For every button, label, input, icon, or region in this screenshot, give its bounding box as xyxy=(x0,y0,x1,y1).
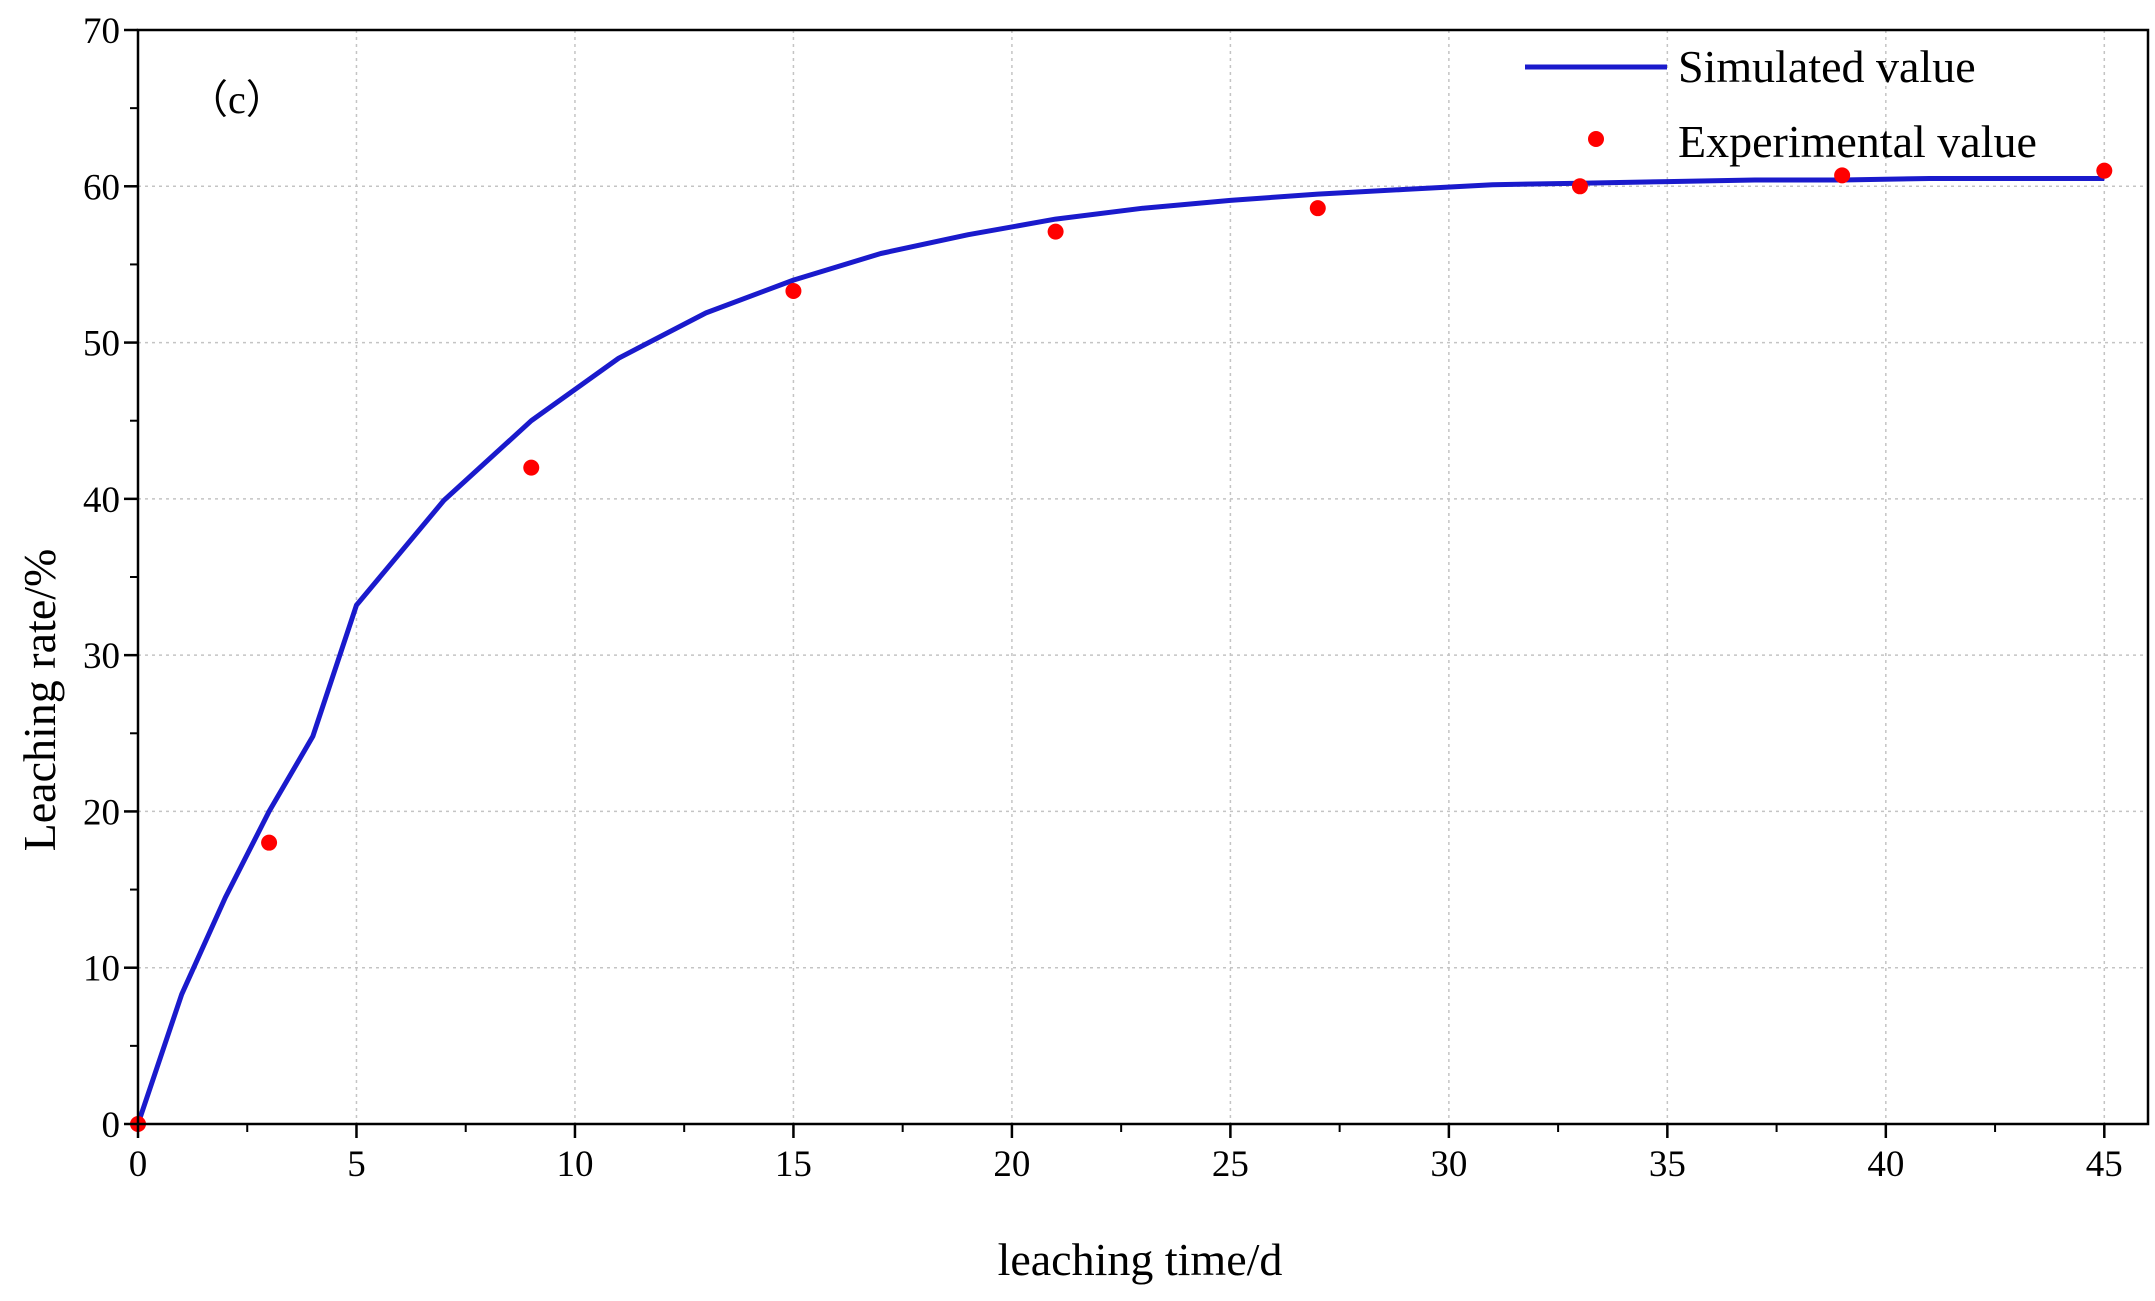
simulated-value-line xyxy=(135,176,2105,1125)
x-tick-label: 45 xyxy=(2086,1144,2123,1185)
y-tick-label: 20 xyxy=(83,792,120,833)
x-tick-label: 40 xyxy=(1867,1144,1904,1185)
experimental-value-point xyxy=(1309,200,1326,217)
legend: Simulated value Experimental value xyxy=(1525,41,2037,167)
plot-frame xyxy=(136,28,2150,1126)
experimental-value-point xyxy=(785,282,802,299)
y-tick-label: 40 xyxy=(83,480,120,521)
y-tick-label: 30 xyxy=(83,636,120,677)
y-axis-title: Leaching rate/% xyxy=(14,549,65,852)
legend-label-simulated: Simulated value xyxy=(1678,41,1976,92)
legend-dot-swatch xyxy=(1588,131,1604,147)
y-tick-label: 60 xyxy=(83,167,120,208)
x-tick-label: 0 xyxy=(129,1144,148,1185)
x-tick-label: 5 xyxy=(347,1144,366,1185)
experimental-value-point xyxy=(1571,178,1588,195)
x-tick-label: 35 xyxy=(1649,1144,1686,1185)
x-axis-title: leaching time/d xyxy=(998,1234,1283,1285)
experimental-value-point xyxy=(1047,223,1064,240)
y-tick-label: 0 xyxy=(102,1105,121,1146)
x-tick-label: 25 xyxy=(1212,1144,1249,1185)
x-tick-label: 10 xyxy=(556,1144,593,1185)
experimental-value-point xyxy=(1834,167,1851,184)
x-tick-label: 30 xyxy=(1430,1144,1467,1185)
grid-lines xyxy=(138,30,2148,1124)
x-tick-label: 20 xyxy=(993,1144,1030,1185)
y-axis-ticks: 0 10 20 30 40 50 60 70 xyxy=(83,11,138,1146)
experimental-value-point xyxy=(523,459,540,476)
experimental-value-point xyxy=(261,834,278,851)
y-tick-label: 10 xyxy=(83,949,120,990)
series-layer xyxy=(130,162,2113,1132)
y-tick-label: 50 xyxy=(83,324,120,365)
x-tick-label: 15 xyxy=(775,1144,812,1185)
y-tick-label: 70 xyxy=(83,11,120,52)
x-axis-ticks: 0 5 10 15 20 25 30 35 40 45 xyxy=(129,1124,2123,1185)
experimental-value-point xyxy=(2096,162,2113,179)
legend-label-experimental: Experimental value xyxy=(1678,116,2037,167)
panel-label: （c） xyxy=(188,77,286,122)
